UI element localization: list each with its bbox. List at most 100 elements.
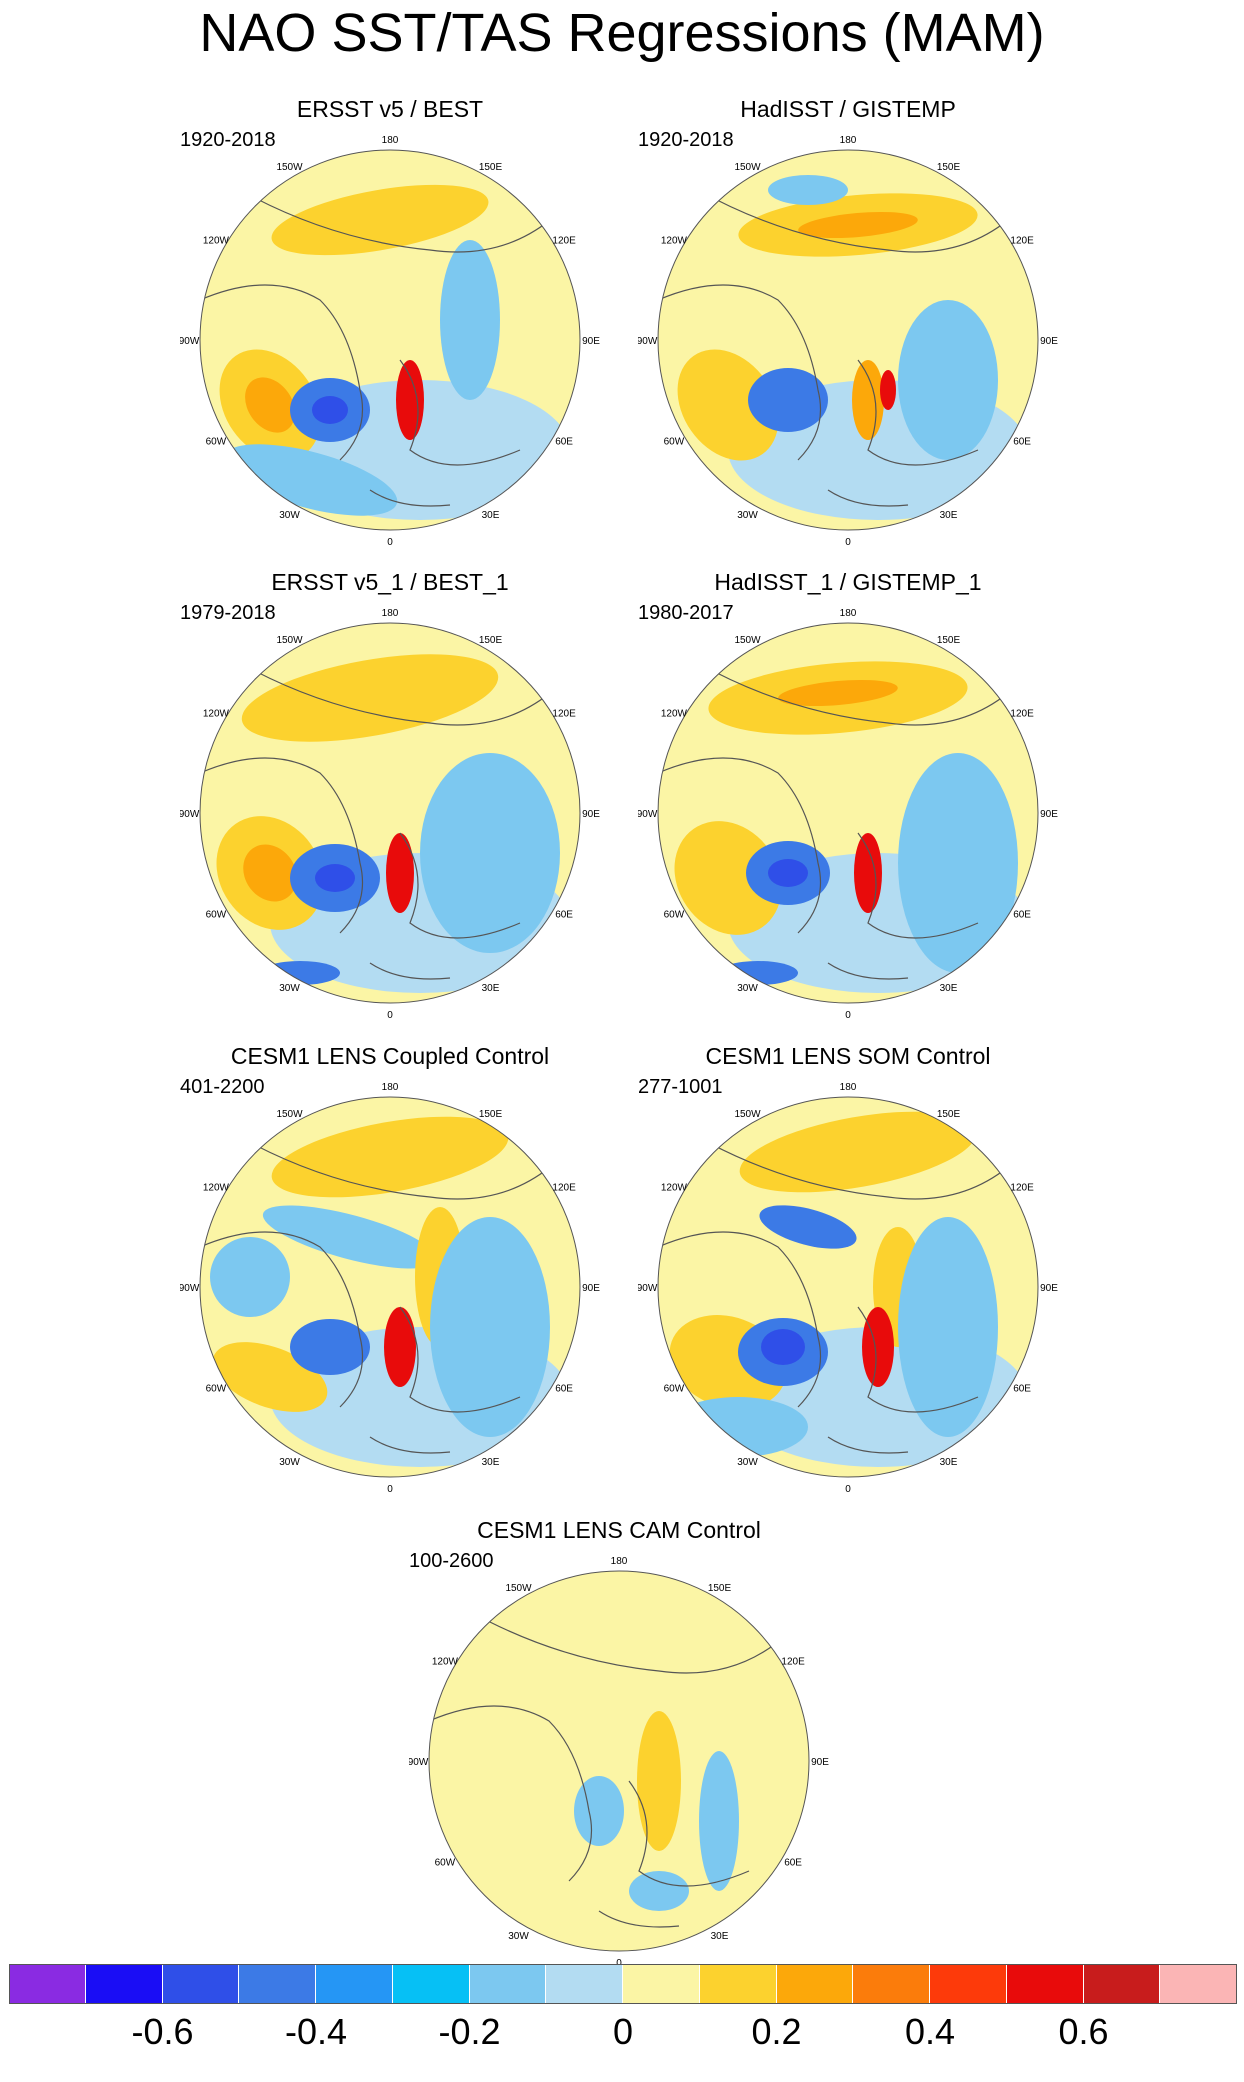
lon-label: 150W — [505, 1583, 532, 1594]
polar-map: 180 150E 120E 90E 60E 30E 0 30W 60W 90W 120W 150W — [638, 135, 1058, 548]
lon-label: 0 — [616, 1958, 622, 1969]
map-border — [199, 149, 581, 531]
anomaly-contour-warm_strong — [798, 211, 918, 239]
lon-label: 180 — [382, 1082, 399, 1093]
main-title: NAO SST/TAS Regressions (MAM) — [199, 3, 1045, 63]
lon-label: 180 — [611, 1556, 628, 1567]
lon-label: 60E — [555, 1384, 573, 1395]
colorbar-tick-label: -0.4 — [284, 2011, 348, 2052]
panel-title: ERSST v5_1 / BEST_1 — [271, 569, 509, 595]
coastline — [658, 662, 1009, 980]
panel-title: HadISST / GISTEMP — [740, 96, 956, 122]
lon-label: 120W — [661, 236, 688, 247]
coastline — [658, 1136, 1009, 1454]
polar-map: 180 150E 120E 90E 60E 30E 0 30W 60W 90W 120W 150W — [409, 1556, 829, 1969]
anomaly-contour-cool — [629, 1871, 689, 1911]
map-border — [657, 622, 1039, 1004]
colorbar-box — [392, 1964, 470, 2004]
anomaly-contour-blue_core — [260, 961, 340, 985]
colorbar — [9, 1964, 1237, 2004]
lon-label: 120W — [203, 709, 230, 720]
anomaly-contour-cool — [898, 753, 1018, 973]
colorbar-box — [316, 1964, 393, 2004]
lon-label: 60W — [435, 1858, 456, 1869]
panel-title: HadISST_1 / GISTEMP_1 — [714, 569, 982, 595]
colorbar-tick-label: 0 — [612, 2011, 634, 2052]
lon-label: 0 — [845, 537, 851, 548]
lon-label: 90W — [180, 1283, 200, 1294]
lon-label: 150W — [734, 162, 761, 173]
lon-label: 150W — [276, 162, 303, 173]
lon-label: 30W — [737, 1457, 758, 1468]
anomaly-contour-red_core — [854, 833, 882, 913]
lon-label: 30W — [279, 983, 300, 994]
map-border — [199, 622, 581, 1004]
colorbar-box — [239, 1964, 316, 2004]
map-border — [428, 1570, 810, 1952]
lon-label: 150E — [708, 1583, 732, 1594]
panel-years: 1980-2017 — [638, 602, 734, 624]
coastline — [200, 189, 551, 507]
anomaly-contour-warm — [271, 184, 489, 256]
lon-label: 60E — [555, 437, 573, 448]
anomaly-contour-blue_core — [748, 368, 828, 432]
lon-label: 60W — [664, 437, 685, 448]
map-border — [657, 149, 1039, 531]
lon-label: 120W — [661, 1183, 688, 1194]
lon-label: 120W — [661, 709, 688, 720]
anomaly-contour-cool — [574, 1776, 624, 1846]
coastline — [200, 1136, 551, 1454]
lon-label: 60E — [1013, 437, 1031, 448]
colorbar-box — [1006, 1964, 1084, 2004]
colorbar-box — [1083, 1964, 1161, 2004]
lon-label: 90W — [638, 336, 658, 347]
lon-label: 150W — [734, 1109, 761, 1120]
lon-label: 30E — [711, 1931, 729, 1942]
lon-label: 120E — [1010, 1183, 1034, 1194]
panel-title: CESM1 LENS CAM Control — [477, 1517, 761, 1543]
lon-label: 150E — [937, 1109, 961, 1120]
panel-title: CESM1 LENS SOM Control — [705, 1043, 991, 1069]
map-border — [657, 1096, 1039, 1478]
lon-label: 90E — [811, 1757, 829, 1768]
anomaly-contour-cool — [262, 1205, 438, 1269]
lon-label: 60W — [206, 1384, 227, 1395]
colorbar-tick-label: -0.6 — [131, 2011, 194, 2052]
anomaly-contour-blue_deep — [768, 859, 808, 887]
anomaly-contour-warm — [677, 349, 779, 461]
panel-title: CESM1 LENS Coupled Control — [230, 1043, 550, 1069]
polar-map: 180 150E 120E 90E 60E 30E 0 30W 60W 90W 120W 150W — [180, 608, 600, 1021]
polar-map: 180 150E 120E 90E 60E 30E 0 30W 60W 90W 120W 150W — [180, 135, 600, 548]
anomaly-contour-warm — [637, 1711, 681, 1851]
lon-label: 90W — [638, 809, 658, 820]
anomaly-contour-warm — [241, 654, 499, 742]
lon-label: 90W — [409, 1757, 429, 1768]
anomaly-contour-warm_strong — [852, 360, 884, 440]
lon-label: 120E — [781, 1657, 805, 1668]
lon-label: 0 — [387, 1010, 393, 1021]
lon-label: 30W — [737, 983, 758, 994]
coastline — [658, 189, 1009, 507]
anomaly-contour-cool — [768, 175, 848, 205]
polar-map: 180 150E 120E 90E 60E 30E 0 30W 60W 90W 120W 150W — [638, 1082, 1058, 1495]
lon-label: 90E — [582, 336, 600, 347]
lon-label: 150E — [479, 1109, 503, 1120]
colorbar-tick-label: 0.2 — [751, 2011, 802, 2052]
lon-label: 90E — [582, 809, 600, 820]
panel-years: 1920-2018 — [180, 129, 276, 151]
lon-label: 180 — [382, 135, 399, 146]
colorbar-box — [623, 1964, 700, 2004]
colorbar-tick-label: 0.6 — [1058, 2011, 1109, 2052]
coastline — [429, 1610, 780, 1928]
lon-label: 90E — [1040, 809, 1058, 820]
lon-label: 120E — [1010, 709, 1034, 720]
lon-label: 150E — [937, 162, 961, 173]
colorbar-box — [469, 1964, 547, 2004]
lon-label: 90E — [1040, 1283, 1058, 1294]
lon-label: 30E — [940, 1457, 958, 1468]
anomaly-contour-warm_strong — [245, 377, 295, 433]
lon-label: 120E — [552, 236, 576, 247]
lon-label: 30W — [279, 510, 300, 521]
lon-label: 120W — [203, 236, 230, 247]
anomaly-contour-warm_strong — [243, 844, 297, 902]
